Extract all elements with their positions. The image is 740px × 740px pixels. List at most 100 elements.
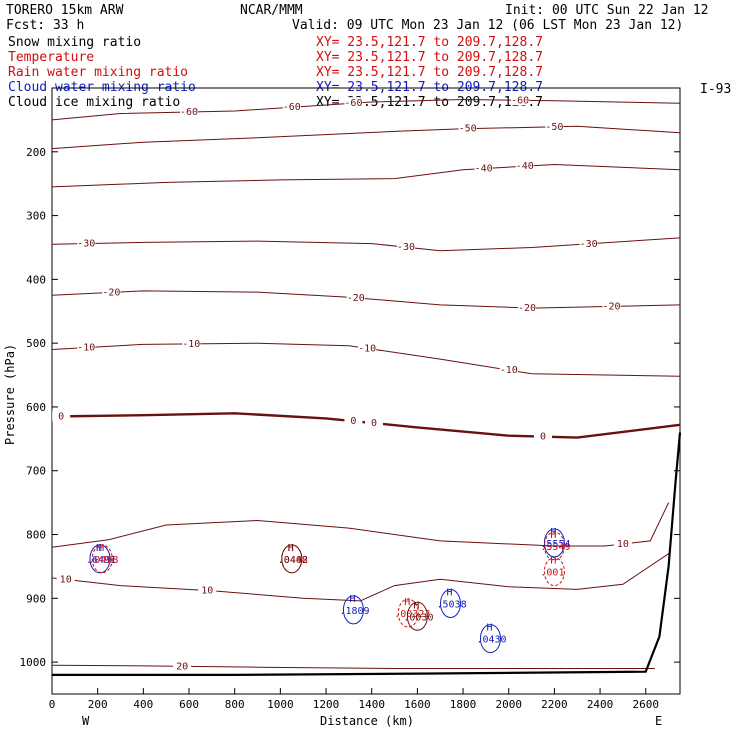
x-tick-label: 200 (88, 698, 108, 711)
rain-water-max-value: .001 (540, 568, 564, 579)
x-tick-label: 1200 (313, 698, 340, 711)
y-tick-label: 200 (26, 146, 46, 159)
y-tick-label: 500 (26, 337, 46, 350)
rain-water-max-contour (91, 544, 113, 574)
rain-water-max-value: .0408 (278, 555, 308, 566)
isotherm-label: -30 (580, 239, 598, 250)
legend-cloud-ice-xy: XY= 23.5,121.7 to 209.7,128.7 (316, 95, 543, 110)
valid-time: Valid: 09 UTC Mon 23 Jan 12 (06 LST Mon … (292, 18, 683, 33)
isotherm-label: 0 (58, 411, 64, 422)
x-tick-label: 2600 (632, 698, 659, 711)
isotherm-label-bg (499, 364, 518, 376)
isotherm-label-bg (56, 573, 75, 585)
x-tick-label: 2000 (495, 698, 522, 711)
isotherm-label-bg (180, 105, 199, 117)
isotherm-label-bg (458, 122, 477, 134)
rain-water-max-h-marker: H (550, 530, 556, 541)
isotherm-label: -60 (344, 98, 362, 109)
x-tick-label: 1000 (267, 698, 294, 711)
isotherm-label-bg (579, 237, 598, 249)
rain-water-max-h-marker: H (98, 543, 104, 554)
rain-water-max-contour (397, 598, 419, 628)
isotherm-label-bg (613, 537, 632, 549)
isotherm-label-bg (77, 341, 96, 353)
x-axis-label: Distance (km) (320, 714, 414, 728)
cloud-water-max-h-marker: H (446, 588, 452, 599)
cloud-water-max-value: .6491 (86, 555, 116, 566)
isotherm-label: -60 (283, 102, 301, 113)
hydrometeor-contours: H.6491H.1809H.5038H.0430H.5554H.0498H.04… (86, 527, 571, 654)
isotherm-label-bg (602, 300, 621, 312)
isotherm-label: -10 (500, 365, 518, 376)
isotherm-label: -20 (602, 301, 620, 312)
isotherm-label: 0 (371, 418, 377, 429)
isotherm-10-7 (51, 502, 670, 548)
isotherm-label: -60 (511, 95, 529, 106)
isotherm-label-bg (515, 160, 534, 172)
isotherm-label-bg (545, 120, 564, 132)
cloud-water-max-contour (342, 595, 364, 625)
x-tick-label: 0 (49, 698, 56, 711)
isotherm-label-bg (364, 417, 383, 429)
y-tick-label: 300 (26, 210, 46, 223)
temperature-contours: -60 -60 -60 -60 -50 -50 -40 -40 -30 -30 -30 -20 -20 -… (51, 94, 681, 672)
legend-snow-xy: XY= 23.5,121.7 to 209.7,128.7 (316, 35, 543, 50)
cloud-water-max-value: .5038 (436, 600, 466, 611)
isotherm-10-8 (51, 553, 669, 602)
isotherm--20-4 (51, 290, 681, 309)
isotherm-label-bg (511, 94, 530, 106)
y-tick-label: 400 (26, 273, 46, 286)
isotherm-label-bg (533, 430, 552, 442)
isotherm-label-bg (52, 410, 71, 422)
legend-snow: Snow mixing ratio (8, 35, 141, 50)
isotherm-label: -20 (102, 287, 120, 298)
center-name: NCAR/MMM (240, 3, 303, 18)
isotherm-label: 0 (350, 416, 356, 427)
y-tick-label: 600 (26, 401, 46, 414)
isotherm-label: -10 (182, 339, 200, 350)
isotherm--50-1 (51, 125, 681, 150)
isotherm-label-bg (102, 286, 121, 298)
y-tick-label: 700 (26, 465, 46, 478)
isotherm-label: -20 (347, 293, 365, 304)
rain-water-max-value: .5549 (540, 542, 570, 553)
rain-water-max-h-marker: H (288, 543, 294, 554)
cloud-water-max-contour (479, 624, 501, 654)
isotherm-label: 20 (176, 661, 188, 672)
isotherm-label: -50 (545, 122, 563, 133)
terrain-line (52, 432, 682, 676)
x-tick-label: 2400 (587, 698, 614, 711)
isotherm-label-bg (173, 660, 192, 672)
cloud-water-max-value: .1809 (339, 606, 369, 617)
cloud-water-max-contour (439, 589, 461, 619)
y-tick-label: 800 (26, 529, 46, 542)
isotherm-label: -10 (358, 343, 376, 354)
isotherm-label: -30 (397, 242, 415, 253)
legend-cloud-ice: Cloud ice mixing ratio (8, 95, 180, 110)
rain-water-max-contour (543, 557, 565, 587)
rain-water-max-h-marker: H (404, 597, 410, 608)
header: TORERO 15km ARW NCAR/MMM Init: 00 UTC Su… (6, 3, 731, 97)
isotherm-label-bg (182, 337, 201, 349)
plot-frame (51, 87, 681, 695)
isotherm-label-bg (344, 415, 363, 427)
x-tick-label: 1600 (404, 698, 431, 711)
east-label: E (655, 714, 662, 728)
isotherm-20-9 (51, 664, 655, 669)
rain-water-max-value: .00323 (394, 609, 430, 620)
isotherm-label: 0 (540, 432, 546, 443)
cloud-ice-max-h-marker: H (288, 543, 294, 554)
rain-water-max-value: .0498 (88, 555, 118, 566)
x-tick-label: 1800 (450, 698, 477, 711)
isotherm-label-bg (77, 237, 96, 249)
y-tick-label: 1000 (20, 656, 47, 669)
forecast-hour: Fcst: 33 h (6, 18, 84, 33)
isotherm-label: -60 (180, 107, 198, 118)
x-tick-label: 2200 (541, 698, 568, 711)
cloud-water-max-h-marker: H (96, 543, 102, 554)
x-tick-label: 1400 (358, 698, 385, 711)
isotherm-label: 10 (201, 585, 213, 596)
isotherm--40-2 (51, 163, 681, 188)
y-tick-label: 900 (26, 592, 46, 605)
